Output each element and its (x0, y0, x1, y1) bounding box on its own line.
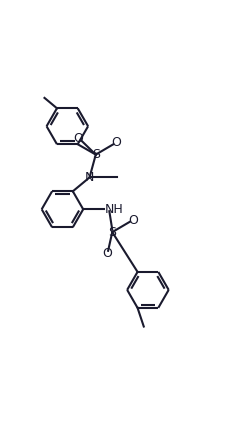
Text: O: O (73, 132, 83, 145)
Text: O: O (128, 214, 138, 227)
Text: S: S (108, 226, 116, 239)
Text: O: O (111, 136, 121, 149)
Text: N: N (85, 171, 94, 184)
Text: O: O (102, 247, 112, 260)
Text: S: S (92, 148, 100, 161)
Text: NH: NH (105, 203, 124, 216)
